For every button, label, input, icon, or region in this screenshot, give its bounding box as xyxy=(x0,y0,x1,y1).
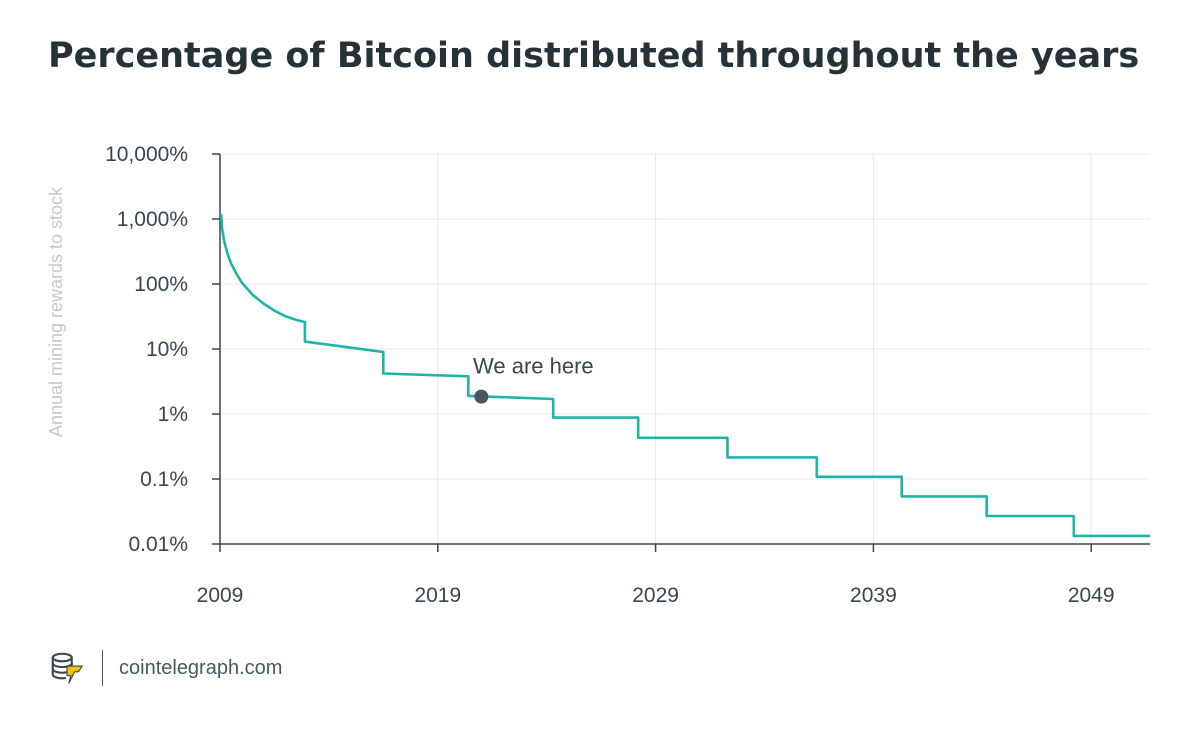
x-tick-label: 2019 xyxy=(414,584,461,607)
we-are-here-marker xyxy=(474,389,489,404)
we-are-here-label: We are here xyxy=(473,354,594,379)
x-tick-label: 2039 xyxy=(850,584,897,607)
line-chart: 10,000% 1,000% 100% 10% 1% 0.1% 0.01% 2009 2019 2… xyxy=(46,143,1150,607)
brand-site: cointelegraph.com xyxy=(119,656,283,679)
chart-title: Percentage of Bitcoin distributed throug… xyxy=(48,36,1140,76)
y-tick-label: 1% xyxy=(158,403,188,426)
y-tick-label: 1,000% xyxy=(117,208,188,231)
y-tick-label: 0.1% xyxy=(140,468,188,491)
cointelegraph-logo-icon xyxy=(51,652,83,684)
y-axis-label: Annual mining rewards to stock xyxy=(46,186,66,437)
x-tick-label: 2009 xyxy=(197,584,244,607)
footer: cointelegraph.com xyxy=(48,648,282,688)
series-line xyxy=(219,213,1150,538)
y-tick-label: 10% xyxy=(146,338,188,361)
y-tick-label: 0.01% xyxy=(128,533,188,556)
y-tick-label: 100% xyxy=(134,273,188,296)
footer-divider xyxy=(102,650,103,686)
ticks: 10,000% 1,000% 100% 10% 1% 0.1% 0.01% 2009 2019 2… xyxy=(105,143,1114,607)
y-tick-label: 10,000% xyxy=(105,143,188,166)
x-tick-label: 2029 xyxy=(632,584,679,607)
series-group xyxy=(219,213,1150,538)
axes xyxy=(212,153,1150,552)
annotations: We are here xyxy=(473,354,594,404)
x-tick-label: 2049 xyxy=(1068,584,1115,607)
